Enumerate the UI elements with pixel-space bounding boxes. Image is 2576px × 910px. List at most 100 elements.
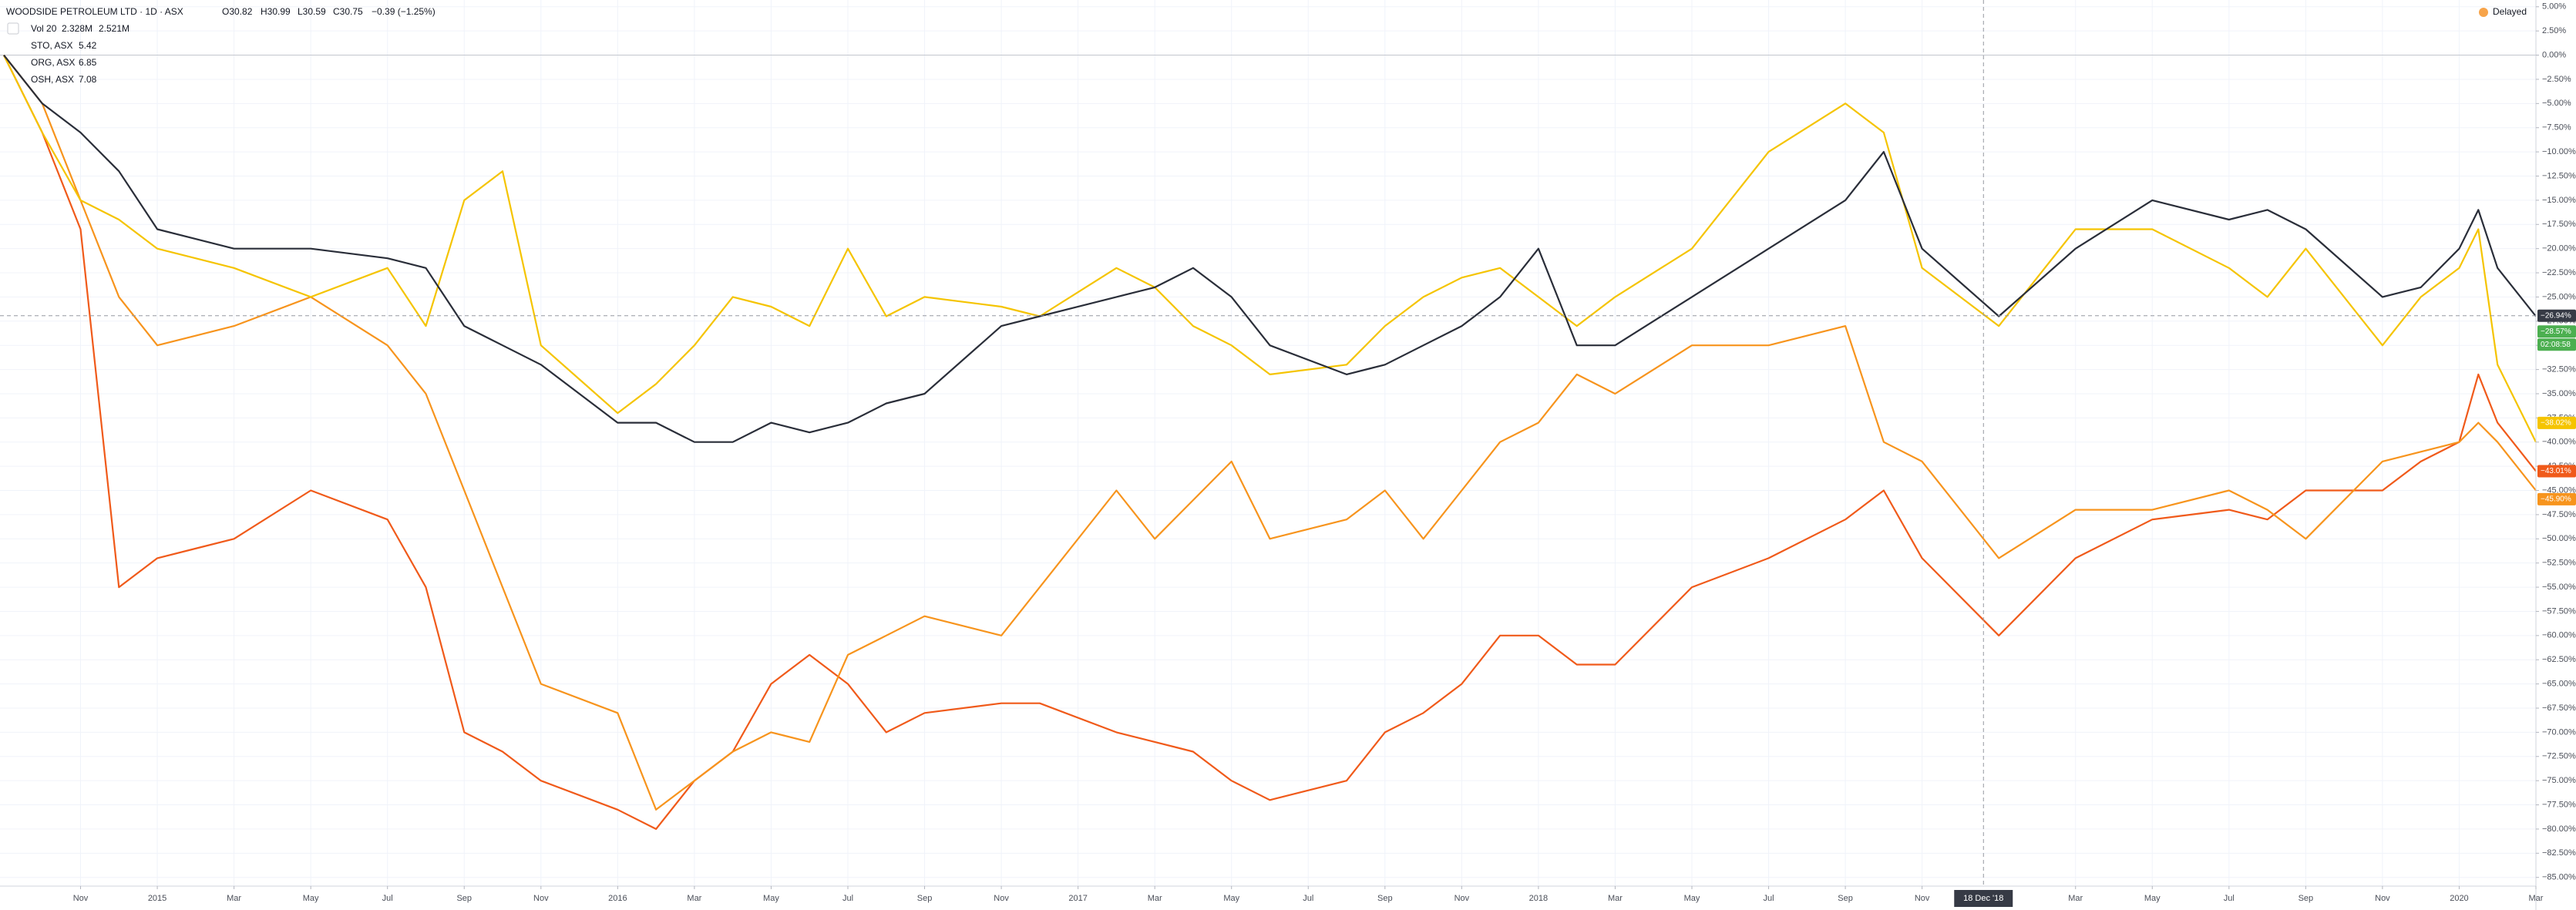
plot: [0, 0, 2537, 886]
timer-label: 02:08:58: [2541, 341, 2571, 349]
y-tick-label: −17.50%: [2542, 220, 2576, 229]
y-tick-label: −77.50%: [2542, 800, 2576, 809]
y-tick-label: −7.50%: [2542, 123, 2571, 133]
series-line: [3, 54, 2537, 443]
y-tick-label: −70.00%: [2542, 727, 2576, 737]
x-tick-label: May: [1684, 894, 1700, 903]
y-tick-label: −22.50%: [2542, 268, 2576, 277]
ohlc-change: −0.39 (−1.25%): [372, 6, 435, 17]
price-badge-label: −43.01%: [2541, 467, 2571, 475]
x-tick-label: 2015: [148, 894, 166, 903]
y-tick-label: −5.00%: [2542, 99, 2571, 108]
series-line: [3, 54, 2537, 811]
price-badge: [2537, 309, 2576, 322]
y-tick-label: −65.00%: [2542, 680, 2576, 689]
y-tick-label: −82.50%: [2542, 848, 2576, 858]
y-tick-label: −15.00%: [2542, 196, 2576, 205]
x-tick-label: Jul: [1303, 894, 1313, 903]
legend-name: STO, ASX: [31, 40, 72, 51]
y-tick-label: −35.00%: [2542, 389, 2576, 398]
y-tick-label: −57.50%: [2542, 606, 2576, 616]
y-tick-label: −32.50%: [2542, 364, 2576, 374]
crosshair-date-bg: [1954, 890, 2013, 907]
volume-average: 2.521M: [99, 23, 129, 34]
x-tick-label: Nov: [994, 894, 1009, 903]
y-tick-label: −62.50%: [2542, 655, 2576, 664]
ohlc-close: C30.75: [333, 6, 363, 17]
price-badge-label: −28.57%: [2541, 327, 2571, 336]
price-badge-label: −45.90%: [2541, 495, 2571, 503]
x-tick-label: Nov: [1915, 894, 1930, 903]
y-tick-label: −45.00%: [2542, 485, 2576, 495]
x-tick-label: Sep: [1377, 894, 1393, 903]
collapse-button[interactable]: [7, 22, 19, 35]
ohlc-open: O30.82: [222, 6, 253, 17]
price-badge: [2537, 416, 2576, 429]
price-badge: [2537, 492, 2576, 505]
x-tick-label: Nov: [2375, 894, 2390, 903]
y-tick-label: −60.00%: [2542, 631, 2576, 640]
x-tick-label: Nov: [73, 894, 89, 903]
y-tick-label: −12.50%: [2542, 171, 2576, 180]
y-tick-label: −40.00%: [2542, 438, 2576, 447]
x-tick-label: Mar: [1148, 894, 1162, 903]
volume-value: 2.328M: [62, 23, 92, 34]
y-tick-label: −67.50%: [2542, 703, 2576, 713]
y-tick-label: −10.00%: [2542, 147, 2576, 156]
x-tick-label: Mar: [2068, 894, 2083, 903]
y-tick-label: −80.00%: [2542, 824, 2576, 834]
x-tick-label: Sep: [1838, 894, 1853, 903]
legend-value: 5.42: [79, 40, 97, 51]
y-tick-label: −72.50%: [2542, 752, 2576, 761]
x-tick-label: Jul: [2224, 894, 2235, 903]
volume-label: Vol 20: [31, 23, 57, 34]
series-line: [3, 55, 2537, 830]
x-tick-label: Sep: [456, 894, 472, 903]
x-tick-label: Jul: [842, 894, 853, 903]
y-tick-label: 0.00%: [2542, 50, 2566, 59]
x-tick-label: Mar: [227, 894, 241, 903]
x-tick-label: 2018: [1529, 894, 1548, 903]
chart-title: WOODSIDE PETROLEUM LTD · 1D · ASX: [6, 6, 183, 17]
x-tick-label: 2017: [1068, 894, 1087, 903]
ohlc-low: L30.59: [298, 6, 326, 17]
x-tick-label: Sep: [2299, 894, 2314, 903]
header: WOODSIDE PETROLEUM LTD · 1D · ASX O30.82…: [6, 6, 2527, 85]
x-tick-label: Mar: [687, 894, 701, 903]
crosshair-date: 18 Dec '18: [1963, 894, 2003, 903]
price-badge-label: −26.94%: [2541, 311, 2571, 320]
status-icon: [2479, 8, 2488, 17]
legend-value: 6.85: [79, 57, 97, 68]
price-badge-label: −38.02%: [2541, 419, 2571, 428]
y-tick-label: −52.50%: [2542, 559, 2576, 568]
series-line: [3, 55, 2537, 443]
legend-name: ORG, ASX: [31, 57, 75, 68]
y-tick-label: −50.00%: [2542, 534, 2576, 543]
x-tick-label: Sep: [917, 894, 933, 903]
y-tick-label: −55.00%: [2542, 583, 2576, 592]
status[interactable]: Delayed: [2493, 6, 2527, 17]
price-badge: [2537, 325, 2576, 338]
legend-value: 7.08: [79, 74, 97, 85]
y-tick-label: −85.00%: [2542, 873, 2576, 882]
y-tick-label: 5.00%: [2542, 2, 2566, 12]
legend-name: OSH, ASX: [31, 74, 74, 85]
ohlc-high: H30.99: [261, 6, 291, 17]
x-tick-label: Mar: [1608, 894, 1623, 903]
y-tick-label: −47.50%: [2542, 510, 2576, 519]
x-tick-label: May: [303, 894, 319, 903]
x-tick-label: 2020: [2450, 894, 2468, 903]
x-tick-label: Nov: [533, 894, 549, 903]
x-tick-label: May: [763, 894, 779, 903]
x-tick-label: May: [2144, 894, 2161, 903]
x-tick-label: Mar: [2529, 894, 2544, 903]
x-tick-label: 2016: [608, 894, 627, 903]
x-tick-label: May: [1223, 894, 1239, 903]
x-tick-label: Nov: [1454, 894, 1470, 903]
price-badge: [2537, 465, 2576, 478]
y-tick-label: −2.50%: [2542, 75, 2571, 84]
y-tick-label: −75.00%: [2542, 776, 2576, 785]
